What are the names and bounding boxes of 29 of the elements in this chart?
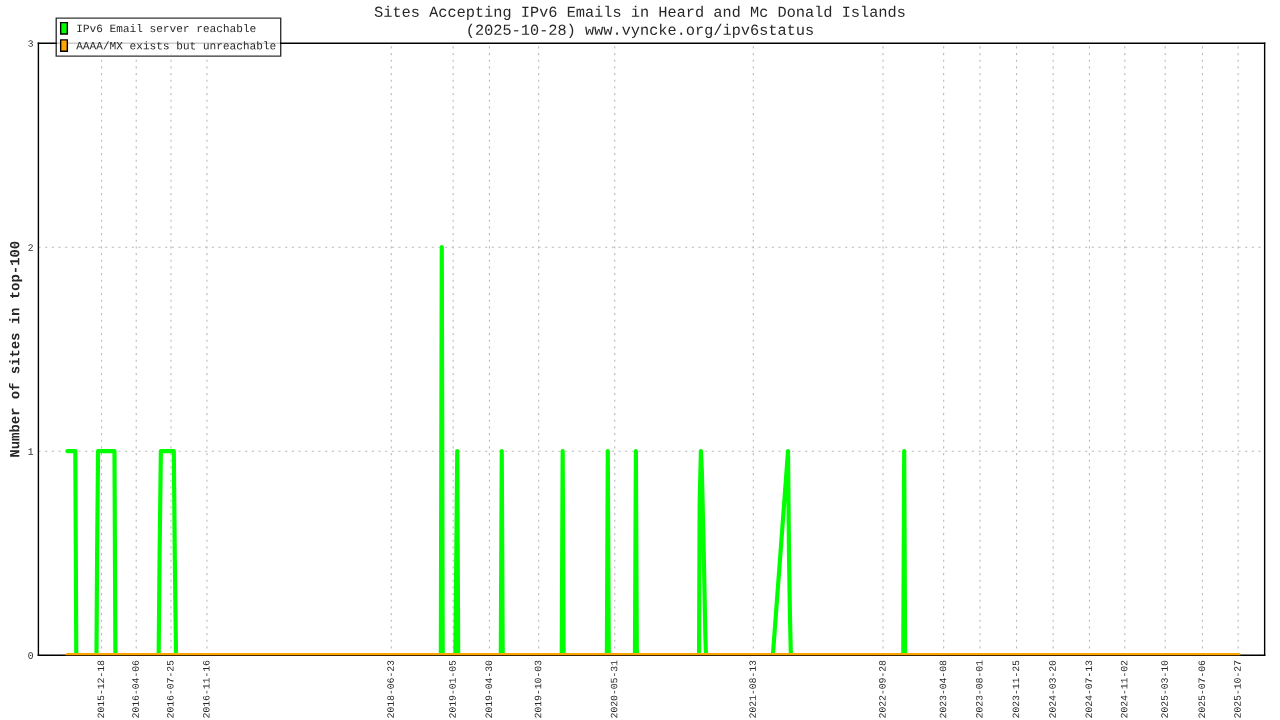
x-tick-label: 2020-05-31 (610, 660, 618, 718)
x-tick-label: 2019-10-03 (534, 660, 542, 718)
chart-subtitle: (2025-10-28) www.vyncke.org/ipv6status (468, 23, 813, 38)
legend-label: IPv6 Email server reachable (77, 23, 256, 33)
x-tick-label: 2025-10-27 (1234, 660, 1241, 718)
x-tick-label: 2024-11-02 (1120, 660, 1128, 718)
x-tick-label: 2022-09-28 (879, 660, 886, 718)
x-tick-label: 2023-04-08 (939, 660, 947, 718)
x-tick-label: 2023-08-01 (975, 660, 983, 718)
x-tick-label: 2019-01-05 (449, 660, 456, 718)
x-tick-label: 2016-04-06 (132, 660, 139, 718)
x-tick-label: 2024-03-20 (1049, 660, 1056, 718)
x-tick-label: 2025-03-10 (1161, 660, 1168, 718)
x-tick-label: 2019-04-30 (485, 660, 493, 718)
y-tick-label: 3 (28, 40, 33, 47)
x-tick-label: 2015-12-18 (97, 660, 105, 718)
y-tick-label: 0 (28, 652, 33, 659)
y-tick-label: 1 (28, 448, 34, 455)
x-tick-label: 2024-07-13 (1085, 660, 1093, 718)
x-tick-label: 2023-11-25 (1012, 660, 1020, 718)
x-tick-label: 2018-06-23 (387, 660, 394, 718)
chart-title: Sites Accepting IPv6 Emails in Heard and Mc Donald Islands (374, 5, 905, 20)
x-tick-label: 2016-11-16 (202, 660, 210, 718)
y-tick-label: 2 (28, 244, 33, 251)
y-axis-title: Number of sites in top-100 (9, 241, 23, 457)
x-tick-label: 2021-08-13 (749, 660, 756, 718)
x-tick-label: 2025-07-06 (1198, 660, 1206, 718)
x-tick-label: 2016-07-25 (166, 660, 174, 718)
legend-label: AAAA/MX exists but unreachable (76, 41, 276, 50)
